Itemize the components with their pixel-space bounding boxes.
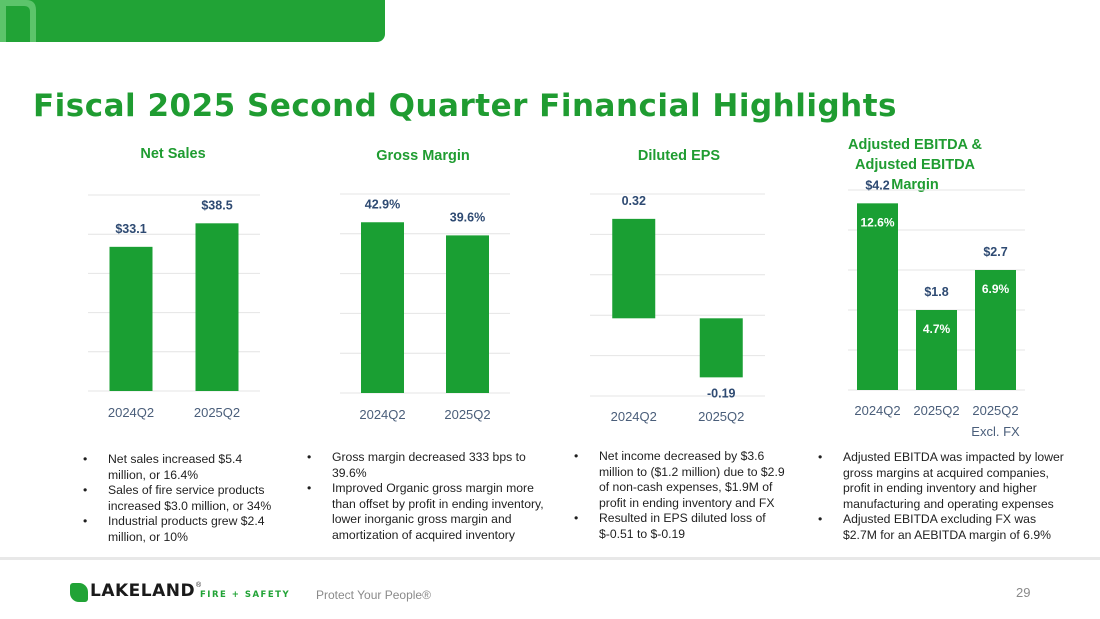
data-label: $4.2 xyxy=(865,178,889,192)
bar xyxy=(361,222,404,393)
tick-label: Excl. FX xyxy=(971,424,1020,439)
bar xyxy=(612,218,656,319)
bar xyxy=(916,310,957,390)
bar xyxy=(195,223,239,391)
data-label: $33.1 xyxy=(115,222,146,236)
bar xyxy=(446,235,489,393)
diluted-eps-title: Diluted EPS xyxy=(637,148,721,164)
logo-wordmark: LAKELAND xyxy=(90,581,196,601)
adjusted-ebitda-title: Adjusted EBITDA & Adjusted EBITDA Margin xyxy=(848,137,982,193)
margin-label: 12.6% xyxy=(860,215,894,229)
footer-divider xyxy=(0,557,1100,560)
net-sales-bullets: Net sales increased $5.4 million, or 16.… xyxy=(83,452,273,545)
tick-label: 2025Q2 xyxy=(913,403,959,418)
data-label: -0.19 xyxy=(707,386,736,400)
bar xyxy=(975,270,1016,390)
bullet-item: Net income decreased by $3.6 million to … xyxy=(574,449,792,511)
bar xyxy=(699,318,743,378)
logo-subtitle: FIRE + SAFETY xyxy=(200,590,291,600)
top-banner xyxy=(0,0,385,42)
adjusted-ebitda-bullets: Adjusted EBITDA was impacted by lower gr… xyxy=(818,450,1073,543)
tick-label: 2024Q2 xyxy=(854,403,900,418)
bar xyxy=(857,203,898,390)
tick-label: 2025Q2 xyxy=(444,407,490,422)
bullet-item: Industrial products grew $2.4 million, o… xyxy=(83,514,273,545)
data-label: 42.9% xyxy=(365,197,400,211)
data-label: $1.8 xyxy=(924,285,948,299)
data-label: 0.32 xyxy=(622,194,646,208)
tick-label: 2024Q2 xyxy=(611,409,657,424)
margin-label: 6.9% xyxy=(982,282,1010,296)
net-sales-title: Net Sales xyxy=(140,146,206,162)
bullet-item: Sales of fire service products increased… xyxy=(83,483,273,514)
page-number: 29 xyxy=(1016,585,1031,600)
bullet-item: Improved Organic gross margin more than … xyxy=(307,481,547,543)
tick-label: 2024Q2 xyxy=(359,407,405,422)
diluted-eps-bullets: Net income decreased by $3.6 million to … xyxy=(574,449,792,542)
data-label: 39.6% xyxy=(450,210,485,224)
data-label: $2.7 xyxy=(983,245,1007,259)
bullet-item: Gross margin decreased 333 bps to 39.6% xyxy=(307,450,547,481)
bullet-item: Adjusted EBITDA excluding FX was $2.7M f… xyxy=(818,512,1073,543)
leaf-logo-icon xyxy=(0,0,36,42)
gross-margin-bullets: Gross margin decreased 333 bps to 39.6% … xyxy=(307,450,547,543)
bullet-item: Resulted in EPS diluted loss of $-0.51 t… xyxy=(574,511,792,542)
lakeland-leaf-icon xyxy=(70,583,88,602)
data-label: $38.5 xyxy=(201,198,232,212)
tick-label: 2025Q2 xyxy=(972,403,1018,418)
gross-margin-title: Gross Margin xyxy=(376,148,470,164)
tagline: Protect Your People® xyxy=(316,588,431,602)
bullet-item: Net sales increased $5.4 million, or 16.… xyxy=(83,452,273,483)
tick-label: 2025Q2 xyxy=(194,405,240,420)
margin-label: 4.7% xyxy=(923,322,951,336)
page-title: Fiscal 2025 Second Quarter Financial Hig… xyxy=(33,88,897,124)
bullet-item: Adjusted EBITDA was impacted by lower gr… xyxy=(818,450,1073,512)
bar xyxy=(109,246,153,391)
tick-label: 2024Q2 xyxy=(108,405,154,420)
tick-label: 2025Q2 xyxy=(698,409,744,424)
logo-registered-mark: ® xyxy=(196,582,202,589)
